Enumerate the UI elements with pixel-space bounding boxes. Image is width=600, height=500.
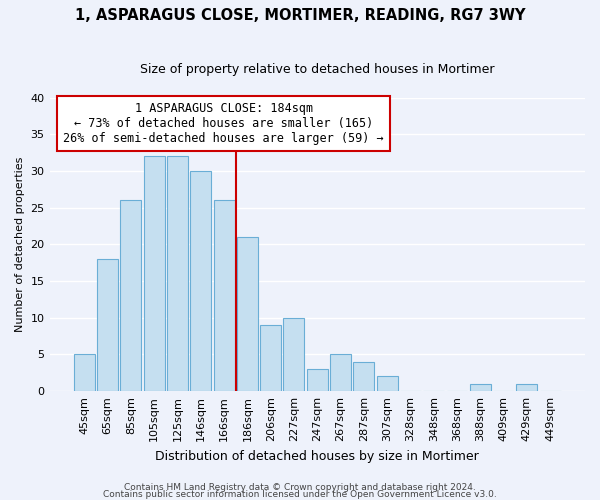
Bar xyxy=(353,362,374,391)
Bar xyxy=(283,318,304,391)
Y-axis label: Number of detached properties: Number of detached properties xyxy=(15,156,25,332)
Bar xyxy=(260,325,281,391)
Bar xyxy=(74,354,95,391)
Bar xyxy=(517,384,538,391)
Text: Contains HM Land Registry data © Crown copyright and database right 2024.: Contains HM Land Registry data © Crown c… xyxy=(124,484,476,492)
Bar xyxy=(237,237,258,391)
Bar xyxy=(97,259,118,391)
Bar xyxy=(470,384,491,391)
Title: Size of property relative to detached houses in Mortimer: Size of property relative to detached ho… xyxy=(140,62,494,76)
Bar xyxy=(214,200,235,391)
Bar xyxy=(307,369,328,391)
Bar xyxy=(167,156,188,391)
Bar xyxy=(330,354,351,391)
Bar xyxy=(144,156,165,391)
Bar xyxy=(190,171,211,391)
Bar xyxy=(121,200,142,391)
Text: Contains public sector information licensed under the Open Government Licence v3: Contains public sector information licen… xyxy=(103,490,497,499)
Text: 1 ASPARAGUS CLOSE: 184sqm
← 73% of detached houses are smaller (165)
26% of semi: 1 ASPARAGUS CLOSE: 184sqm ← 73% of detac… xyxy=(63,102,384,145)
X-axis label: Distribution of detached houses by size in Mortimer: Distribution of detached houses by size … xyxy=(155,450,479,462)
Bar xyxy=(377,376,398,391)
Text: 1, ASPARAGUS CLOSE, MORTIMER, READING, RG7 3WY: 1, ASPARAGUS CLOSE, MORTIMER, READING, R… xyxy=(75,8,525,22)
